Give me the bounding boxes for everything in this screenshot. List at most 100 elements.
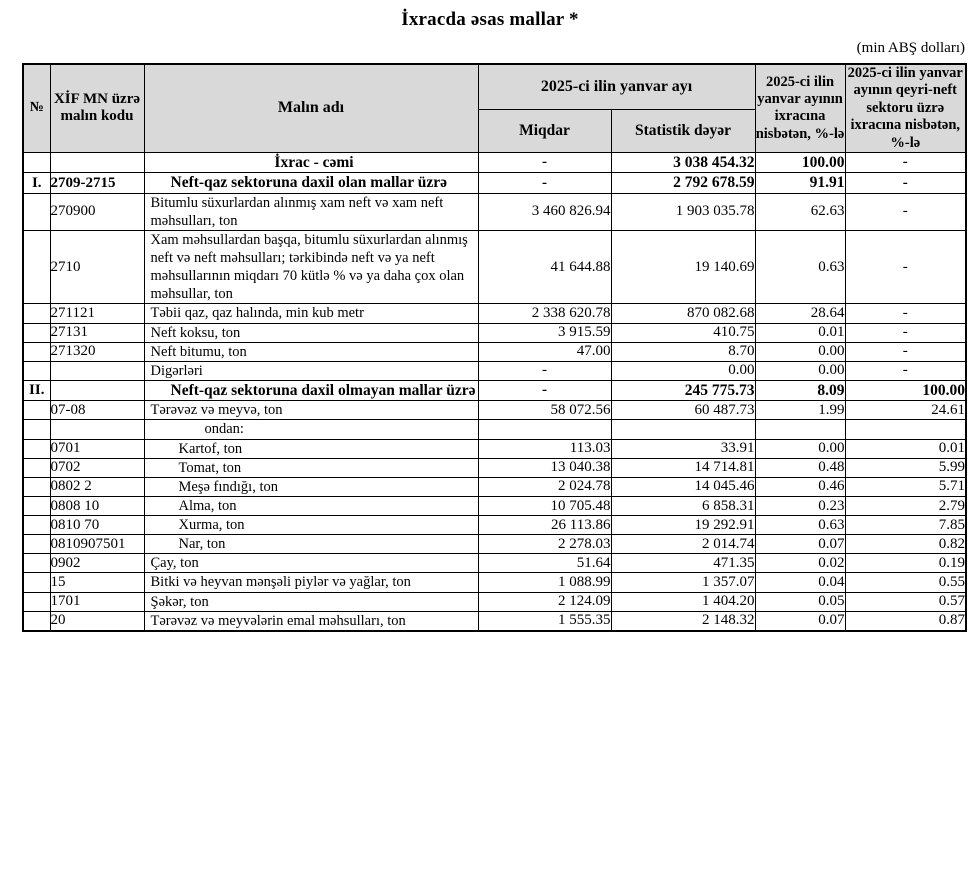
column-header-ratio-nonoil: 2025-ci ilin yanvar ayının qeyri-neft se…: [844, 63, 967, 153]
column-header-code: XİF MN üzrə malın kodu: [49, 63, 145, 153]
cell-ratio-export: 0.02: [754, 553, 846, 574]
cell-code: 20: [49, 610, 145, 632]
cell-name: Meşə fındığı, ton: [143, 476, 479, 497]
cell-stat-value: 1 404.20: [610, 591, 756, 612]
cell-ratio-export: 0.04: [754, 572, 846, 593]
cell-ratio-export: 0.23: [754, 495, 846, 517]
cell-no: [22, 360, 51, 381]
cell-no: [22, 229, 51, 305]
cell-ratio-nonoil: -: [844, 151, 967, 174]
cell-name: Neft-qaz sektoruna daxil olan mallar üzr…: [143, 172, 479, 194]
cell-quantity: 2 124.09: [477, 591, 612, 612]
cell-name: Nar, ton: [143, 534, 479, 555]
cell-code: 07-08: [49, 400, 145, 421]
cell-stat-value: 8.70: [610, 341, 756, 362]
export-goods-table: № XİF MN üzrə malın kodu Malın adı 2025-…: [22, 63, 968, 632]
cell-code: 0810 70: [49, 515, 145, 536]
cell-quantity: 58 072.56: [477, 400, 612, 421]
header-row-2: Miqdar Statistik dəyər: [23, 108, 966, 153]
cell-stat-value: 14 714.81: [610, 457, 756, 478]
cell-quantity: 2 338 620.78: [477, 303, 612, 324]
table-row: 0902 Çay, ton 51.64 471.35 0.02 0.19: [22, 553, 967, 574]
cell-name: Xam məhsullardan başqa, bitumlu süxurlar…: [143, 229, 479, 305]
table-row: 07-08 Tərəvəz və meyvə, ton 58 072.56 60 48…: [22, 400, 967, 421]
cell-ratio-export: [754, 419, 846, 440]
cell-name: Bitumlu süxurlardan alınmış xam neft və …: [143, 192, 479, 231]
cell-code: 1701: [49, 591, 145, 612]
cell-no: [22, 341, 51, 362]
cell-ratio-nonoil: 0.57: [844, 591, 967, 612]
cell-stat-value: 60 487.73: [610, 400, 756, 421]
cell-no: [22, 553, 51, 574]
cell-code: 0802 2: [49, 476, 145, 497]
cell-stat-value: 471.35: [610, 553, 756, 574]
table-body: İxrac - cəmi -3 038 454.32 100.00- I. 2709-2…: [22, 151, 967, 632]
cell-code: [49, 151, 145, 174]
cell-ratio-export: 0.00: [754, 360, 846, 381]
cell-stat-value: 33.91: [610, 438, 756, 459]
cell-no: I.: [22, 172, 51, 194]
cell-code: 2709-2715: [49, 172, 145, 194]
cell-quantity: 41 644.88: [477, 229, 612, 305]
cell-no: [22, 151, 51, 174]
cell-quantity: -: [477, 172, 612, 194]
cell-code: 271121: [49, 303, 145, 324]
cell-ratio-export: 0.46: [754, 476, 846, 497]
cell-code: 0902: [49, 553, 145, 574]
table-row: 0702 Tomat, ton 13 040.38 14 714.81 0.48 5.99: [22, 457, 967, 478]
cell-no: [22, 495, 51, 517]
cell-ratio-export: 0.00: [754, 341, 846, 362]
cell-ratio-export: 0.07: [754, 610, 846, 632]
cell-no: [22, 322, 51, 343]
cell-stat-value: 6 858.31: [610, 495, 756, 517]
column-header-name: Malın adı: [143, 63, 479, 153]
cell-ratio-export: 0.48: [754, 457, 846, 478]
cell-ratio-nonoil: 2.79: [844, 495, 967, 517]
cell-ratio-nonoil: -: [844, 322, 967, 343]
table-row: 0808 10 Alma, ton 10 705.48 6 858.31 0.23 2.7…: [22, 495, 967, 517]
cell-name: Tomat, ton: [143, 457, 479, 478]
cell-ratio-nonoil: 0.01: [844, 438, 967, 459]
cell-name: İxrac - cəmi: [143, 151, 479, 174]
cell-stat-value: 1 357.07: [610, 572, 756, 593]
cell-ratio-export: 0.63: [754, 515, 846, 536]
cell-code: 27131: [49, 322, 145, 343]
table-row: ondan:: [22, 419, 967, 440]
cell-ratio-nonoil: -: [844, 341, 967, 362]
cell-quantity: 113.03: [477, 438, 612, 459]
cell-no: [22, 476, 51, 497]
cell-quantity: 2 278.03: [477, 534, 612, 555]
cell-no: [22, 419, 51, 440]
cell-no: [22, 534, 51, 555]
cell-code: 0702: [49, 457, 145, 478]
cell-quantity: 13 040.38: [477, 457, 612, 478]
cell-quantity: -: [477, 379, 612, 402]
cell-ratio-nonoil: 0.19: [844, 553, 967, 574]
table-header: № XİF MN üzrə malın kodu Malın adı 2025-…: [22, 63, 967, 153]
cell-name: Tərəvəz və meyvələrin emal məhsulları, t…: [143, 610, 479, 632]
cell-stat-value: 410.75: [610, 322, 756, 343]
cell-no: [22, 591, 51, 612]
cell-ratio-nonoil: 0.82: [844, 534, 967, 555]
cell-name: Şəkər, ton: [143, 591, 479, 612]
cell-stat-value: 3 038 454.32: [610, 151, 756, 174]
cell-ratio-nonoil: -: [844, 303, 967, 324]
cell-quantity: 3 460 826.94: [477, 192, 612, 231]
cell-quantity: 1 555.35: [477, 610, 612, 632]
table-row: Digərləri -0.00 0.00-: [22, 360, 967, 381]
cell-quantity: 2 024.78: [477, 476, 612, 497]
cell-no: [22, 457, 51, 478]
cell-name: Çay, ton: [143, 553, 479, 574]
column-header-no: №: [22, 63, 51, 153]
cell-quantity: 3 915.59: [477, 322, 612, 343]
cell-ratio-export: 62.63: [754, 192, 846, 231]
column-header-stat-value: Statistik dəyər: [610, 108, 756, 153]
cell-no: [22, 303, 51, 324]
cell-code: 0701: [49, 438, 145, 459]
cell-stat-value: 870 082.68: [610, 303, 756, 324]
cell-ratio-export: 0.63: [754, 229, 846, 305]
cell-no: [22, 572, 51, 593]
table-row: I. 2709-2715 Neft-qaz sektoruna daxil olan…: [22, 172, 967, 194]
table-row: 0810 70 Xurma, ton 26 113.86 19 292.91 0.63 7…: [22, 515, 967, 536]
cell-name: Kartof, ton: [143, 438, 479, 459]
